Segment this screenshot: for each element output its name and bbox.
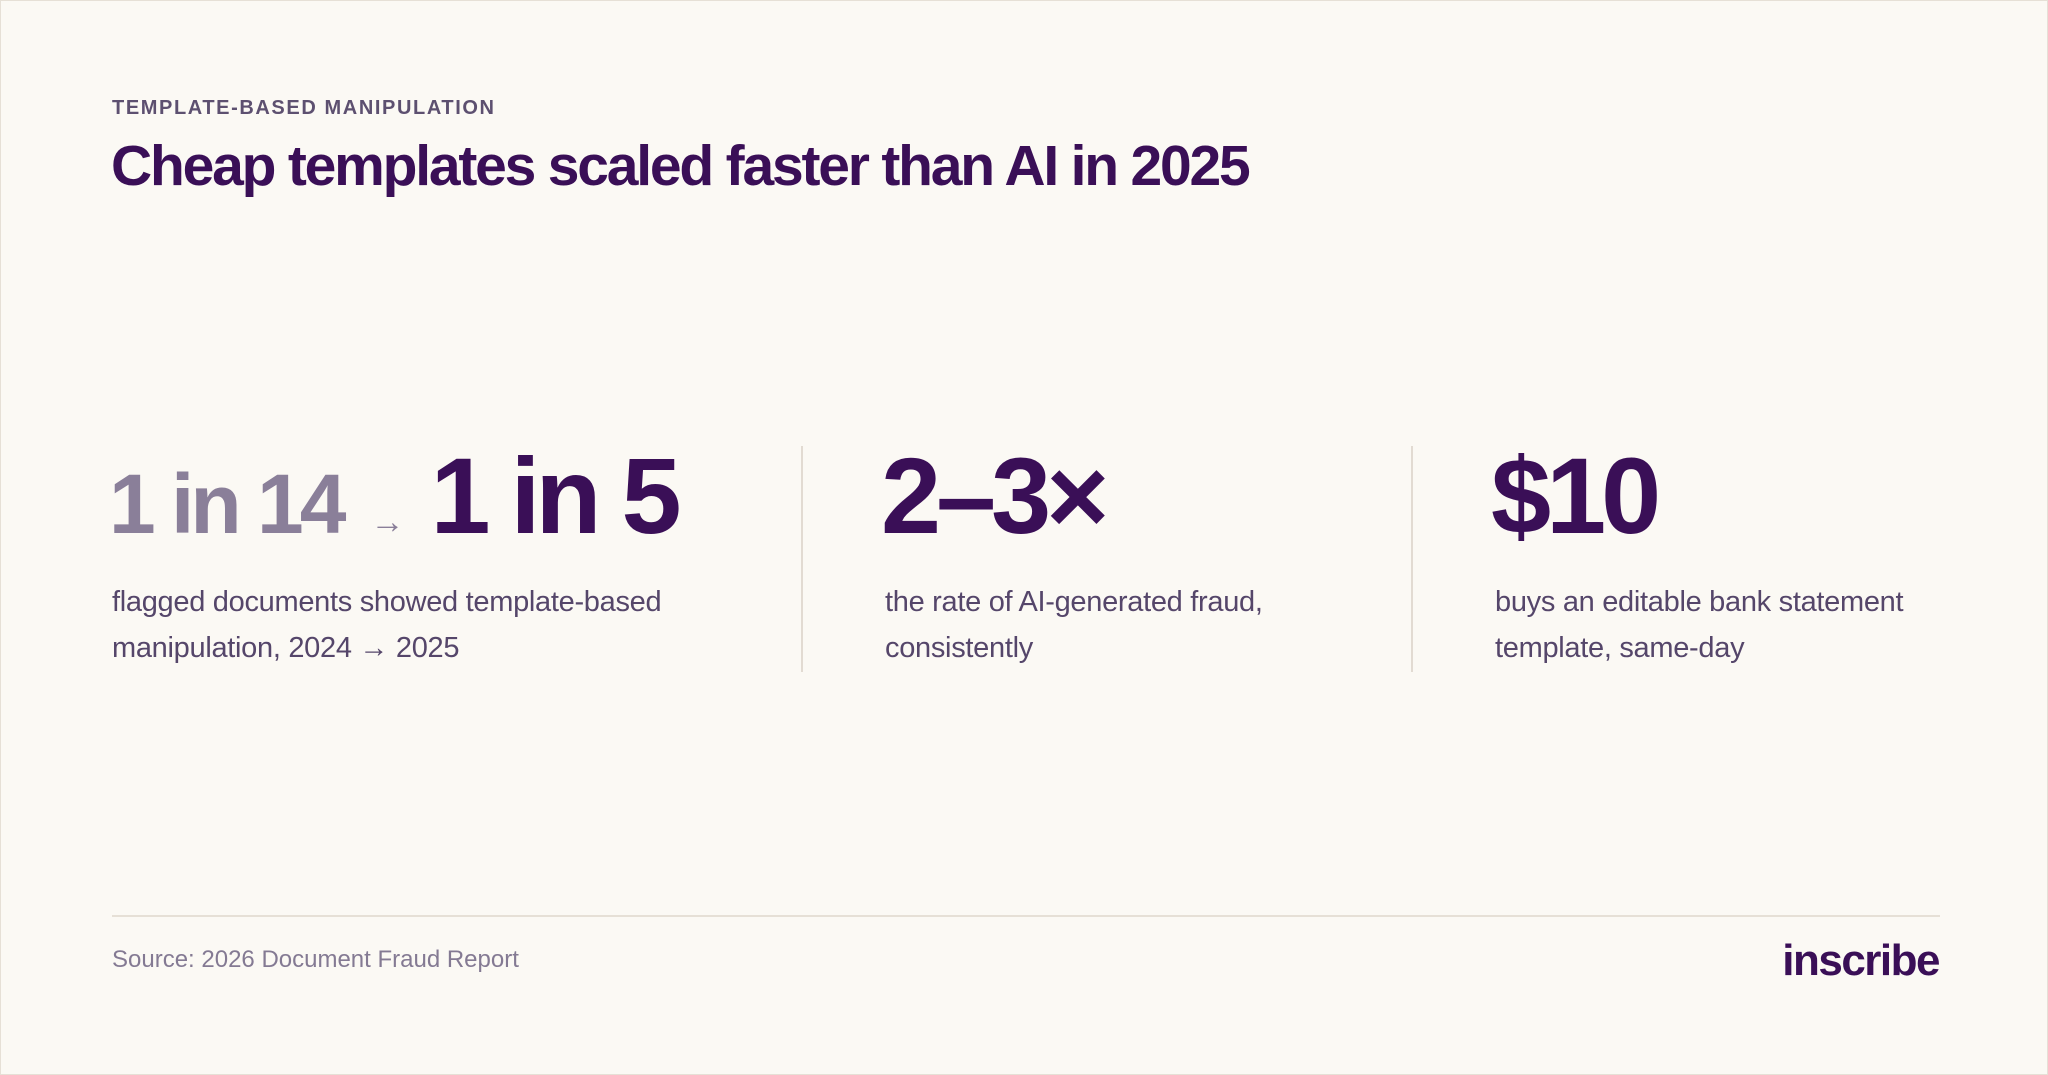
stat-rate-multiplier-description: the rate of AI-generated fraud, consiste… bbox=[885, 586, 1263, 664]
footer-divider bbox=[112, 915, 1940, 917]
stat-current-value: 1 in 5 bbox=[430, 435, 681, 556]
page-title: Cheap templates scaled faster than AI in… bbox=[111, 134, 1251, 198]
eyebrow-label: TEMPLATE-BASED MANIPULATION bbox=[112, 97, 496, 119]
stat-rate-multiplier: 2–3× bbox=[881, 435, 1109, 556]
stat-multiplier-value: 2–3× bbox=[881, 435, 1109, 556]
stat-price-value: $10 bbox=[1491, 435, 1661, 556]
column-divider bbox=[801, 446, 803, 672]
arrow-right-icon: → bbox=[370, 503, 405, 541]
stat-template-share-description: flagged documents showed template-based … bbox=[112, 586, 662, 664]
stat-template-price-description: buys an editable bank statement template… bbox=[1495, 586, 1904, 664]
brand-logo: inscribe bbox=[1782, 936, 1940, 985]
source-citation: Source: 2026 Document Fraud Report bbox=[112, 946, 519, 973]
stat-template-share: 1 in 14 → 1 in 5 bbox=[109, 435, 682, 556]
stat-template-price: $10 bbox=[1491, 435, 1661, 556]
stat-previous-value: 1 in 14 bbox=[109, 457, 346, 551]
column-divider bbox=[1411, 446, 1413, 672]
